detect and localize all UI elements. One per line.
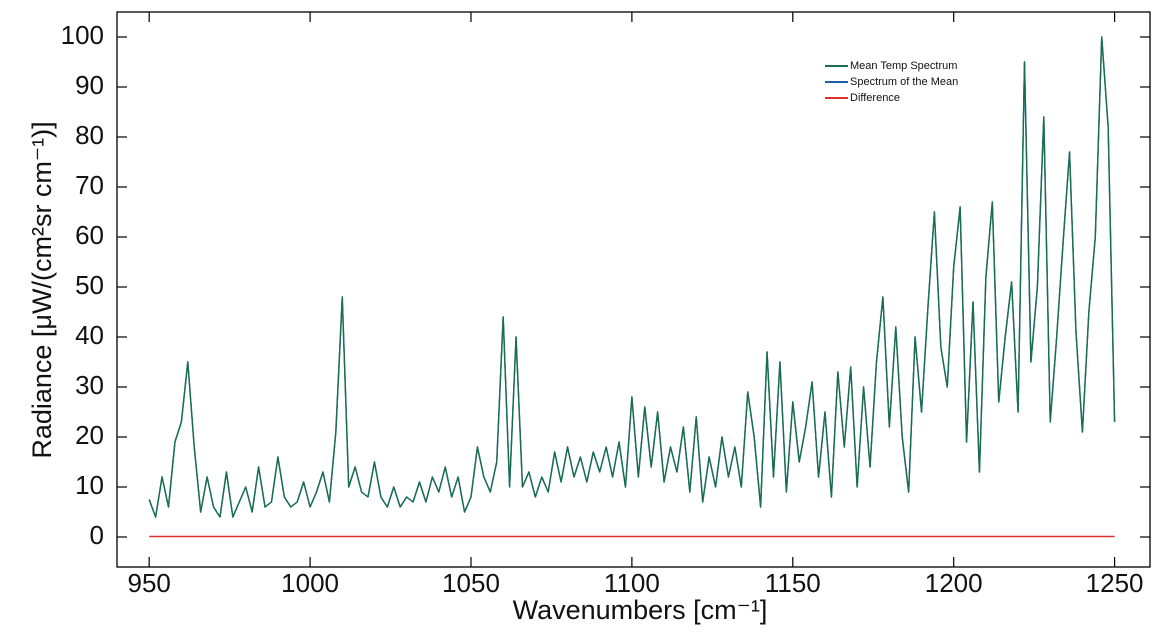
legend-label: Spectrum of the Mean	[850, 76, 958, 88]
y-tick-label: 40	[75, 320, 104, 350]
x-tick-label: 1050	[442, 568, 500, 598]
y-tick-label: 60	[75, 220, 104, 250]
legend-label: Mean Temp Spectrum	[850, 60, 957, 72]
y-axis-label: Radiance [μW/(cm²sr cm⁻¹)]	[27, 121, 57, 458]
x-axis-label: Wavenumbers [cm⁻¹]	[513, 595, 768, 625]
series-line	[148, 36, 1116, 518]
y-tick-label: 10	[75, 470, 104, 500]
y-tick-label: 0	[90, 520, 104, 550]
x-tick-label: 1100	[604, 568, 660, 598]
series-line	[148, 36, 1116, 518]
x-tick-label: 1000	[281, 568, 339, 598]
y-tick-label: 20	[75, 420, 104, 450]
y-tick-label: 70	[75, 170, 104, 200]
x-tick-label: 1250	[1086, 568, 1144, 598]
y-tick-label: 50	[75, 270, 104, 300]
y-tick-label: 100	[61, 20, 104, 50]
x-tick-label: 950	[127, 568, 170, 598]
x-tick-label: 1150	[765, 568, 821, 598]
y-tick-label: 80	[75, 120, 104, 150]
x-tick-label: 1200	[925, 568, 983, 598]
y-tick-label: 90	[75, 70, 104, 100]
legend-label: Difference	[850, 92, 900, 104]
plot-frame	[116, 11, 1151, 568]
y-tick-label: 30	[75, 370, 104, 400]
